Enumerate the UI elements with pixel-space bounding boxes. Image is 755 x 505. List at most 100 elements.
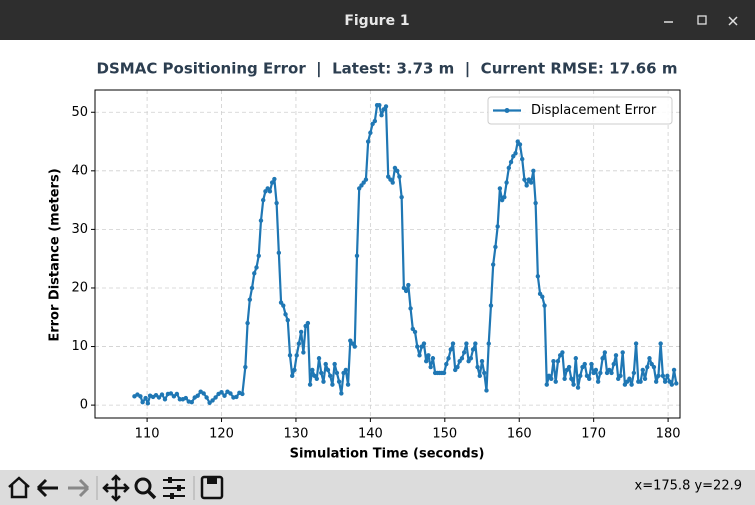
data-point — [573, 356, 579, 361]
close-button[interactable] — [728, 16, 738, 26]
data-point — [620, 350, 625, 355]
x-axis-label: Simulation Time (seconds) — [290, 447, 485, 462]
data-point — [397, 174, 402, 179]
data-point — [566, 364, 572, 370]
data-point — [321, 379, 326, 384]
x-tick-label: 140 — [358, 427, 383, 442]
data-point — [292, 367, 297, 373]
pan-button[interactable] — [102, 474, 130, 502]
x-tick-label: 130 — [284, 427, 309, 442]
data-point — [598, 370, 603, 376]
data-point — [455, 364, 460, 370]
data-point — [210, 398, 215, 403]
data-point — [642, 376, 648, 381]
data-point — [513, 151, 518, 156]
data-point — [189, 399, 194, 405]
data-point — [627, 376, 632, 381]
data-point — [450, 341, 456, 346]
data-point — [593, 367, 599, 373]
data-point — [428, 364, 433, 370]
data-point — [143, 395, 148, 401]
legend-box — [487, 96, 673, 125]
data-point — [254, 265, 259, 270]
legend: Displacement Error — [487, 96, 673, 125]
data-point — [571, 382, 576, 387]
data-point — [247, 297, 253, 302]
data-point — [153, 392, 159, 398]
data-point — [145, 401, 151, 406]
data-point — [243, 364, 248, 370]
data-point — [551, 358, 556, 364]
data-point — [629, 382, 634, 387]
forward-button[interactable] — [68, 478, 90, 498]
data-point — [319, 370, 324, 376]
data-point — [560, 350, 565, 355]
data-point — [493, 244, 498, 250]
data-point — [372, 118, 378, 124]
data-point — [267, 189, 273, 194]
window-title: Figure 1 — [344, 13, 409, 29]
data-point — [665, 373, 670, 379]
toolbar-buttons — [8, 474, 224, 502]
data-point — [464, 341, 469, 346]
data-point — [569, 376, 574, 381]
maximize-button[interactable] — [697, 15, 707, 25]
data-point — [578, 373, 583, 379]
data-point — [276, 250, 282, 256]
data-point — [582, 361, 587, 367]
data-point — [168, 391, 174, 396]
data-point — [609, 370, 614, 376]
data-point — [305, 320, 311, 326]
zoom-button[interactable] — [134, 477, 152, 495]
data-point — [522, 177, 527, 182]
data-point — [222, 393, 227, 398]
data-point — [613, 353, 619, 358]
data-point — [430, 356, 436, 361]
data-point — [314, 376, 319, 381]
back-button[interactable] — [36, 478, 58, 498]
data-point — [354, 253, 360, 258]
data-point — [327, 373, 333, 379]
data-point — [671, 367, 677, 373]
data-point — [600, 356, 605, 361]
data-point — [332, 361, 337, 367]
data-point — [488, 303, 494, 308]
data-point — [647, 356, 652, 361]
data-point — [638, 379, 643, 384]
data-point — [448, 347, 453, 352]
data-point — [274, 200, 279, 206]
data-point — [459, 356, 465, 361]
data-point — [272, 176, 277, 182]
data-point — [477, 373, 482, 379]
legend-marker — [504, 108, 510, 113]
data-point — [586, 376, 592, 381]
data-point — [334, 370, 340, 376]
data-point — [290, 373, 295, 379]
data-point — [497, 186, 503, 191]
data-point — [171, 394, 177, 399]
y-tick-label: 50 — [71, 105, 88, 120]
data-point — [365, 139, 371, 144]
y-tick-label: 40 — [71, 163, 88, 178]
data-point — [138, 394, 143, 399]
data-point — [444, 361, 449, 367]
data-point — [479, 358, 485, 364]
data-point — [520, 156, 525, 162]
data-point — [261, 197, 266, 203]
data-point — [470, 347, 476, 352]
slider-knob — [170, 493, 174, 499]
save-button[interactable] — [200, 475, 224, 500]
data-point — [555, 358, 561, 364]
slider-knob — [168, 477, 172, 483]
data-point — [269, 180, 275, 185]
data-point — [249, 285, 255, 291]
data-point — [446, 356, 451, 361]
data-point — [528, 180, 534, 185]
data-point — [669, 382, 675, 387]
data-point — [415, 344, 420, 349]
data-point — [611, 361, 616, 367]
data-line — [133, 104, 678, 405]
home-button[interactable] — [8, 476, 30, 499]
data-point — [204, 395, 209, 400]
data-point — [473, 341, 478, 346]
